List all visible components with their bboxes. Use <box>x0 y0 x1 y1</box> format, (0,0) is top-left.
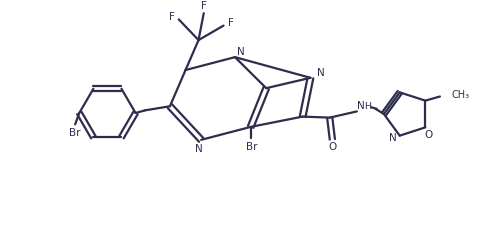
Text: F: F <box>169 12 175 22</box>
Text: N: N <box>357 101 365 111</box>
Text: CH₃: CH₃ <box>451 91 470 100</box>
Text: N: N <box>194 144 202 154</box>
Text: H: H <box>364 102 371 111</box>
Text: N: N <box>317 68 325 78</box>
Text: F: F <box>201 1 207 12</box>
Text: Br: Br <box>246 142 257 152</box>
Text: O: O <box>425 130 433 140</box>
Text: N: N <box>388 133 396 143</box>
Text: N: N <box>238 47 245 57</box>
Text: F: F <box>228 18 234 28</box>
Text: O: O <box>328 142 336 152</box>
Text: Br: Br <box>69 128 81 138</box>
